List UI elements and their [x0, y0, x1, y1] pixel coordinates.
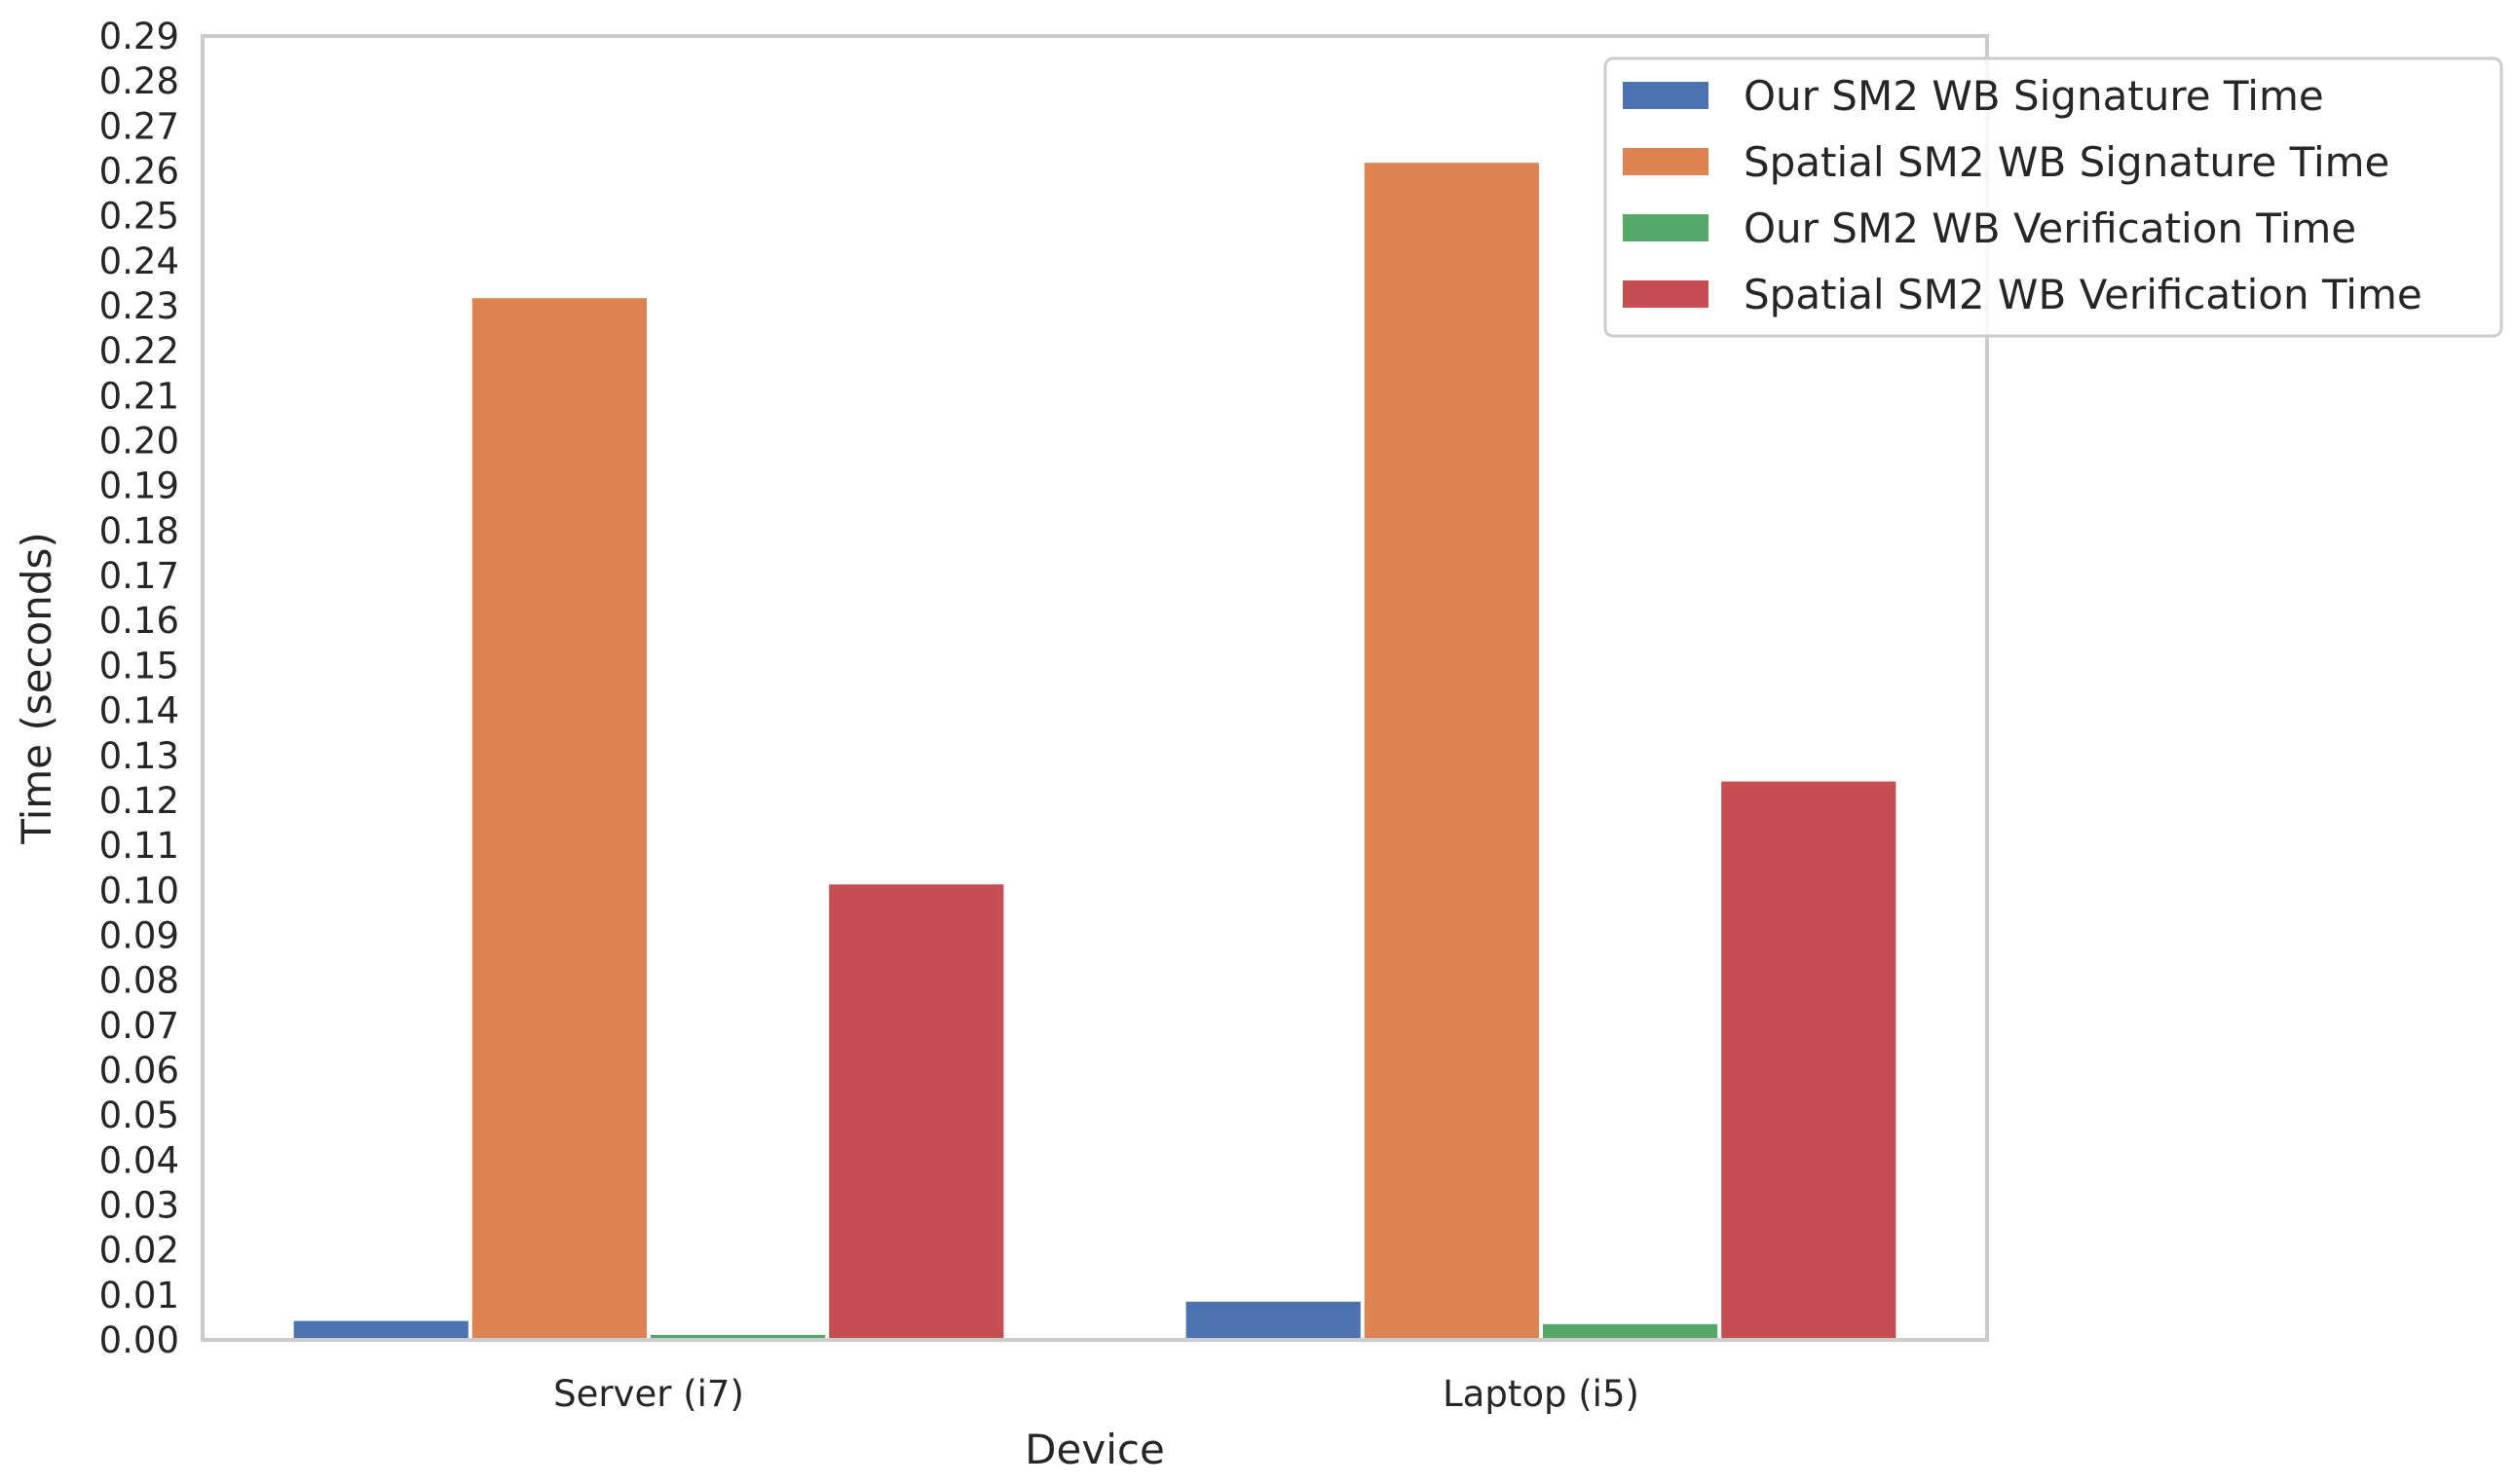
- legend-label: Our SM2 WB Signature Time: [1744, 72, 2324, 120]
- y-tick-label: 0.22: [99, 330, 179, 372]
- y-tick-label: 0.04: [99, 1139, 179, 1181]
- y-tick-label: 0.06: [99, 1050, 179, 1092]
- y-tick-label: 0.20: [99, 421, 179, 463]
- y-tick-label: 0.03: [99, 1184, 179, 1226]
- y-tick-label: 0.27: [99, 105, 179, 147]
- y-tick-label: 0.10: [99, 870, 179, 911]
- legend-swatch: [1623, 82, 1708, 109]
- y-tick-label: 0.18: [99, 510, 179, 552]
- bar: [1721, 781, 1896, 1340]
- y-tick-label: 0.28: [99, 60, 179, 102]
- y-tick-label: 0.25: [99, 196, 179, 238]
- y-tick-label: 0.13: [99, 735, 179, 777]
- bar: [829, 884, 1004, 1340]
- legend-swatch: [1623, 148, 1708, 175]
- y-tick-label: 0.02: [99, 1230, 179, 1272]
- y-tick-label: 0.12: [99, 780, 179, 822]
- y-tick-label: 0.07: [99, 1005, 179, 1047]
- y-tick-label: 0.29: [99, 16, 179, 57]
- y-tick-label: 0.24: [99, 241, 179, 282]
- y-tick-label: 0.14: [99, 690, 179, 732]
- legend-swatch: [1623, 280, 1708, 308]
- y-tick-label: 0.17: [99, 555, 179, 597]
- y-tick-label: 0.11: [99, 825, 179, 867]
- y-axis-ticks: 0.000.010.020.030.040.050.060.070.080.09…: [99, 16, 179, 1361]
- bar: [651, 1334, 826, 1340]
- y-axis-label: Time (seconds): [13, 532, 60, 845]
- x-tick-label: Laptop (i5): [1443, 1373, 1639, 1415]
- bars-group: [293, 163, 1896, 1341]
- x-tick-label: Server (i7): [553, 1373, 744, 1415]
- x-axis-ticks: Server (i7) Laptop (i5): [553, 1373, 1639, 1415]
- y-tick-label: 0.00: [99, 1319, 179, 1361]
- bar: [1364, 163, 1539, 1341]
- legend-label: Our SM2 WB Verification Time: [1744, 204, 2356, 252]
- x-axis-label: Device: [1025, 1426, 1165, 1473]
- bar: [1543, 1323, 1718, 1340]
- y-tick-label: 0.15: [99, 645, 179, 686]
- y-tick-label: 0.19: [99, 465, 179, 507]
- y-tick-label: 0.16: [99, 600, 179, 642]
- legend-label: Spatial SM2 WB Signature Time: [1744, 138, 2389, 186]
- legend-box: [1603, 56, 2503, 338]
- y-tick-label: 0.09: [99, 914, 179, 956]
- legend-label: Spatial SM2 WB Verification Time: [1744, 271, 2422, 318]
- y-tick-label: 0.23: [99, 285, 179, 327]
- bar: [1185, 1301, 1361, 1340]
- y-tick-label: 0.01: [99, 1275, 179, 1317]
- y-tick-label: 0.08: [99, 960, 179, 1002]
- bar: [293, 1320, 469, 1340]
- legend: Our SM2 WB Signature Time Spatial SM2 WB …: [1603, 56, 2503, 338]
- bar: [471, 298, 647, 1340]
- y-tick-label: 0.26: [99, 151, 179, 193]
- plot-frame: [201, 34, 1989, 1342]
- y-tick-label: 0.05: [99, 1094, 179, 1136]
- y-tick-label: 0.21: [99, 375, 179, 417]
- legend-swatch: [1623, 214, 1708, 241]
